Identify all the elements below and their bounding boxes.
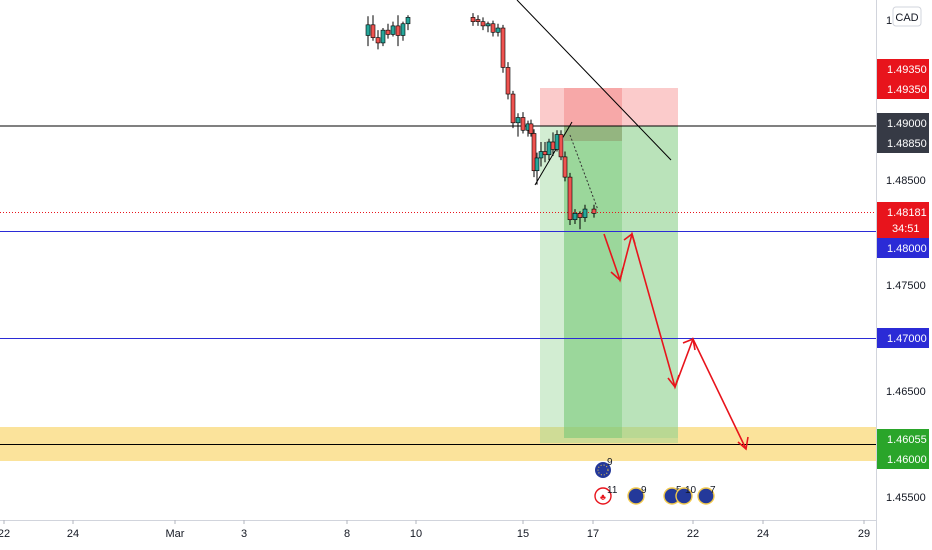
event-count-6: 7 [710, 485, 716, 496]
forecast-path[interactable] [603, 230, 749, 451]
x-tick-label: 22 [0, 528, 10, 540]
candle-up [365, 24, 371, 36]
event-eu-flag-icon[interactable]: 7 [697, 485, 716, 505]
currency-label: CAD [895, 12, 918, 24]
event-eu-flag-icon[interactable]: 9 [595, 457, 613, 478]
arrowhead-5 [737, 436, 749, 451]
y-tick-label: 1.47500 [886, 280, 926, 292]
y-tick-labels: 1.45500 1.46500 1.47500 1.48500 1. [886, 15, 926, 504]
candle-down [577, 213, 583, 218]
event-count-5: 10 [685, 485, 697, 496]
arrowhead-3 [667, 374, 680, 389]
trendline-dotted [569, 134, 599, 211]
x-tick-label: 10 [410, 528, 422, 540]
candle-down [395, 25, 401, 36]
arrowhead-4 [682, 337, 696, 351]
candle-down [470, 17, 476, 22]
candle-down [385, 29, 391, 35]
candle-up [380, 29, 386, 44]
candle-down [505, 67, 511, 95]
candle-down [591, 208, 597, 214]
candle-up [538, 151, 544, 159]
candle-down [531, 133, 537, 172]
candles [365, 13, 597, 230]
economic-events[interactable]: 9 ♣ 11 9 5 10 7 [594, 457, 716, 505]
candle-down [510, 93, 516, 124]
candle-down [490, 23, 496, 33]
candle-down [567, 176, 573, 221]
short-position-tool[interactable] [540, 88, 678, 443]
candle-down [558, 134, 564, 158]
svg-text:♣: ♣ [600, 492, 606, 502]
arrowhead-2 [623, 232, 636, 245]
x-tick-label: 8 [344, 528, 350, 540]
candle-up [515, 117, 521, 124]
target-zone-mid [564, 126, 678, 438]
forecast-line [603, 230, 747, 450]
x-tick-label: 17 [587, 528, 599, 540]
candle-up [405, 17, 411, 25]
x-tick-label: 3 [241, 528, 247, 540]
price-label-2: 1.49350 [887, 84, 927, 96]
time-axis[interactable] [0, 520, 876, 550]
entry-band [564, 126, 622, 141]
candle-down [475, 19, 481, 22]
price-label-10: 1.46000 [887, 454, 927, 466]
candle-down [542, 151, 548, 156]
price-labels: 1.49350 1.49350 1.49000 1.48850 1.48181 … [877, 59, 929, 469]
x-tick-label: 29 [858, 528, 870, 540]
candle-down [480, 21, 486, 27]
y-tick-label: 1.46500 [886, 386, 926, 398]
candle-up [400, 23, 406, 36]
arrowhead-1 [610, 267, 624, 282]
target-zone-outer [540, 126, 678, 443]
candle-down [375, 37, 381, 44]
candle-down [520, 117, 526, 131]
y-tick-label: 1.48500 [886, 175, 926, 187]
candle-up [534, 157, 540, 172]
target-zone-inner [564, 126, 622, 438]
x-tick-label: 15 [517, 528, 529, 540]
candle-up [390, 25, 396, 35]
price-label-1: 1.49350 [887, 64, 927, 76]
x-tick-label: 24 [67, 528, 79, 540]
x-tick-label: 24 [757, 528, 769, 540]
countdown-label: 34:51 [892, 223, 920, 235]
candle-up [495, 27, 501, 33]
price-label-4: 1.48850 [887, 138, 927, 150]
price-label-7: 1.48000 [887, 243, 927, 255]
candle-down [500, 27, 506, 68]
event-eu-flag-icon[interactable]: 9 [627, 485, 647, 505]
candle-up [485, 23, 491, 27]
currency-badge[interactable]: CAD [892, 6, 922, 27]
x-tick-label: 22 [687, 528, 699, 540]
event-count-1: 9 [607, 457, 613, 468]
event-count-3: 9 [641, 485, 647, 496]
event-ca-flag-icon[interactable]: ♣ 11 [594, 485, 618, 505]
y-tick-label: 1.45500 [886, 492, 926, 504]
x-tick-labels: 22 24 Mar 3 8 10 15 17 22 24 29 [0, 520, 870, 540]
event-eu-flag-icon[interactable]: 10 [675, 485, 697, 505]
candle-down [550, 141, 556, 150]
price-label-9: 1.46055 [887, 434, 927, 446]
candle-down [370, 24, 376, 38]
candle-up [546, 141, 552, 156]
candle-down [528, 123, 534, 134]
candle-up [554, 134, 560, 150]
price-label-3: 1.49000 [887, 118, 927, 130]
y-tick-label-partial: 1. [886, 15, 895, 27]
stop-zone-inner [564, 88, 622, 126]
price-label-5: 1.48181 [887, 207, 927, 219]
event-count-2: 11 [607, 485, 618, 496]
trendline-descending[interactable] [516, 0, 672, 161]
candle-up [582, 208, 588, 218]
candle-down [562, 156, 568, 178]
candle-up [572, 213, 578, 221]
x-tick-label: Mar [166, 528, 185, 540]
price-label-8: 1.47000 [887, 333, 927, 345]
